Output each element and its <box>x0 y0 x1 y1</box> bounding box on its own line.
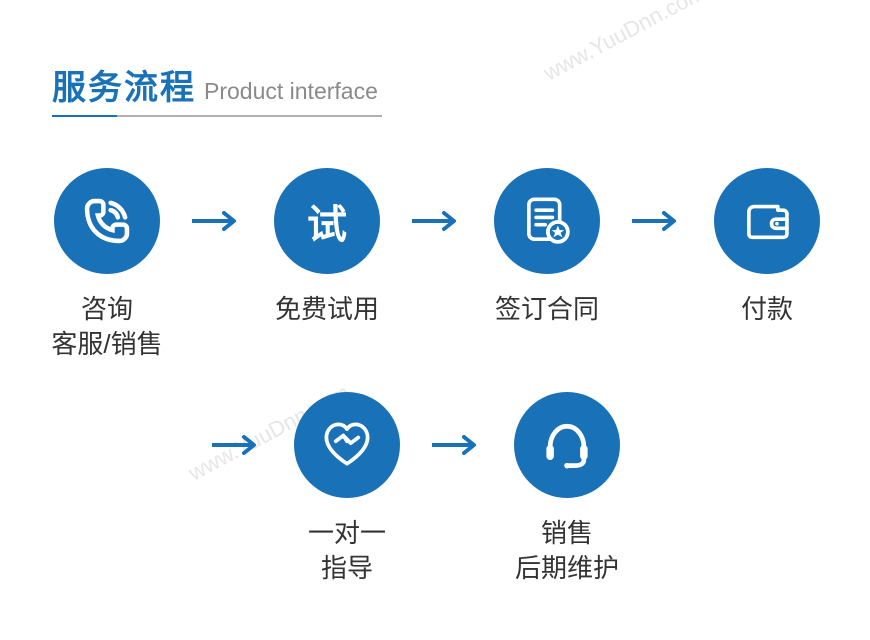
label-line1: 销售 <box>541 518 593 548</box>
step-label: 咨询 客服/销售 <box>51 292 162 362</box>
trial-icon: 试 <box>274 168 380 274</box>
flow-row-1: 咨询 客服/销售 试 免费试用 <box>52 168 822 362</box>
header-accent <box>52 115 117 117</box>
step-label: 签订合同 <box>495 292 599 327</box>
step-label: 免费试用 <box>275 292 379 327</box>
label-line1: 一对一 <box>308 518 386 548</box>
wallet-icon <box>714 168 820 274</box>
arrow-icon <box>602 168 712 274</box>
label-line2: 指导 <box>321 553 373 583</box>
step-label: 付款 <box>741 292 793 327</box>
contract-icon <box>494 168 600 274</box>
step-support: 销售 后期维护 <box>512 392 622 586</box>
watermark-1: www.YuuDnn.com <box>539 0 709 86</box>
label-line1: 签订合同 <box>495 294 599 324</box>
label-line2: 客服/销售 <box>51 329 162 359</box>
step-label: 销售 后期维护 <box>515 516 619 586</box>
trial-glyph: 试 <box>307 192 347 250</box>
headset-icon <box>514 392 620 498</box>
label-line1: 咨询 <box>81 294 133 324</box>
step-payment: 付款 <box>712 168 822 327</box>
arrow-icon <box>182 392 292 498</box>
label-line1: 付款 <box>741 294 793 324</box>
flow-diagram: 咨询 客服/销售 试 免费试用 <box>52 168 822 616</box>
header-title-zh: 服务流程 <box>52 60 196 109</box>
label-line1: 免费试用 <box>275 294 379 324</box>
section-header: 服务流程 Product interface <box>52 60 382 117</box>
step-guidance: 一对一 指导 <box>292 392 402 586</box>
arrow-icon <box>162 168 272 274</box>
step-contract: 签订合同 <box>492 168 602 327</box>
flow-row-2: 一对一 指导 <box>182 392 822 586</box>
header-title-en: Product interface <box>204 78 378 105</box>
step-consult: 咨询 客服/销售 <box>52 168 162 362</box>
handshake-icon <box>294 392 400 498</box>
label-line2: 后期维护 <box>515 553 619 583</box>
arrow-icon <box>402 392 512 498</box>
arrow-icon <box>382 168 492 274</box>
phone-icon <box>54 168 160 274</box>
step-trial: 试 免费试用 <box>272 168 382 327</box>
step-label: 一对一 指导 <box>308 516 386 586</box>
